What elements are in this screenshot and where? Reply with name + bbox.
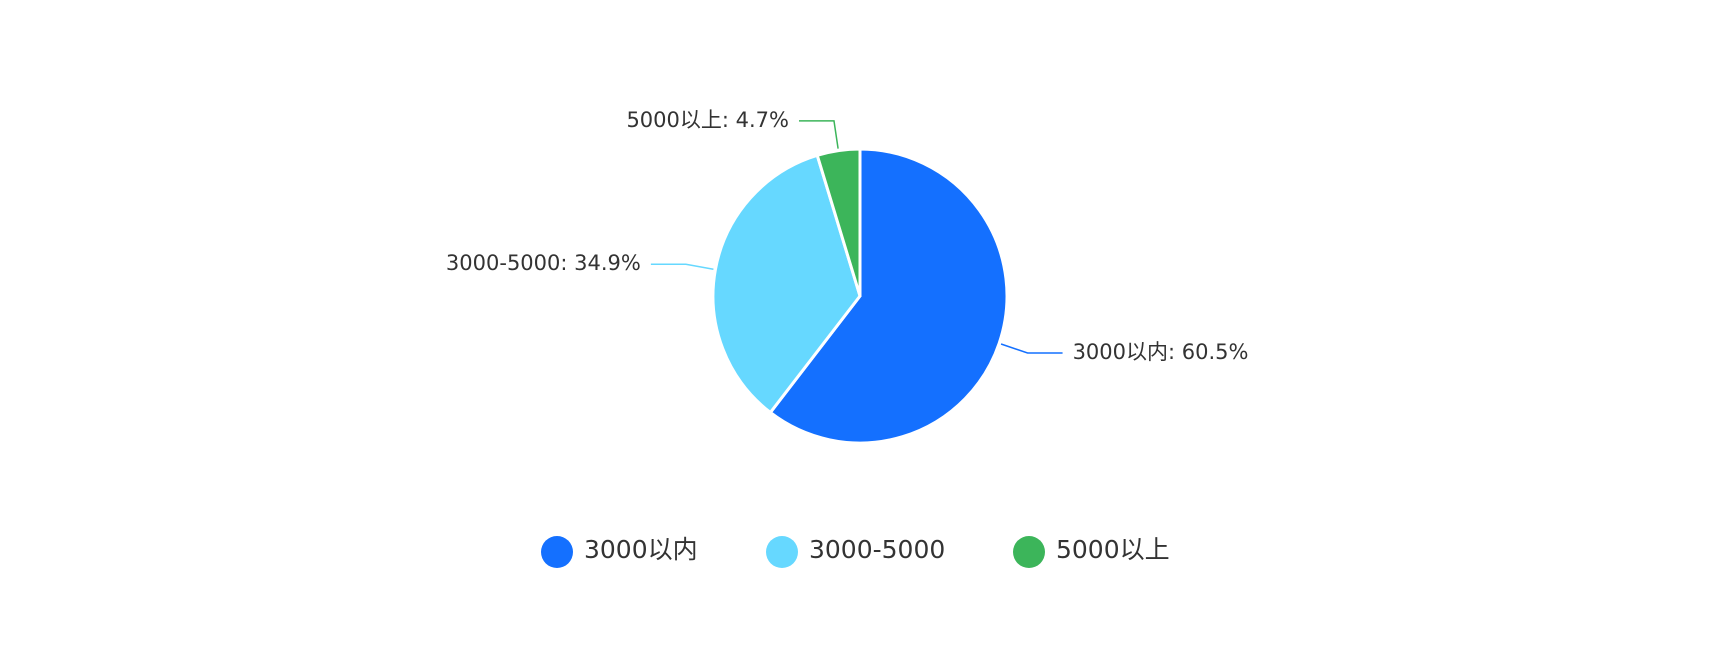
legend-label: 3000以内 <box>584 535 698 564</box>
data-label: 3000以内: 60.5% <box>1073 340 1249 364</box>
leader-line <box>798 120 839 149</box>
legend-marker <box>541 536 573 568</box>
legend-marker <box>1013 536 1045 568</box>
pie-slice <box>768 147 1009 445</box>
legend-label: 3000-5000 <box>809 535 945 564</box>
data-label: 3000-5000: 34.9% <box>446 251 641 275</box>
legend-marker <box>766 536 798 568</box>
pie-slice <box>815 147 862 297</box>
pie-slice <box>711 153 862 415</box>
data-label: 5000以上: 4.7% <box>626 108 789 132</box>
leader-line <box>650 263 714 270</box>
leader-line <box>1000 343 1063 354</box>
legend-label: 5000以上 <box>1056 535 1170 564</box>
